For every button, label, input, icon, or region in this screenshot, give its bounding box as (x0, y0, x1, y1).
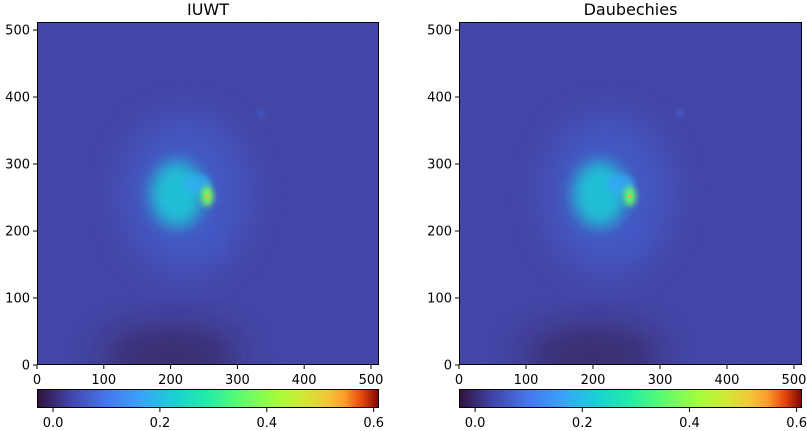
y-tick-label: 500 (5, 24, 30, 39)
colorbar-tick-label: 0.0 (465, 416, 486, 431)
x-tick-label: 0 (33, 373, 41, 388)
x-tick-label: 300 (648, 373, 673, 388)
y-tick-label: 200 (427, 225, 452, 240)
y-tick-label: 0 (22, 359, 30, 374)
y-tick-label: 400 (427, 91, 452, 106)
colorbar-gradient (459, 389, 802, 408)
x-tick-label: 400 (292, 373, 317, 388)
heatmap-image (459, 22, 802, 365)
colorbar-frame (459, 389, 802, 408)
x-tick-label: 100 (91, 373, 116, 388)
x-tick-label: 200 (581, 373, 606, 388)
dark-region (523, 326, 663, 365)
axes-frame (37, 22, 379, 365)
lower-filament (205, 219, 224, 256)
peak-pixel (628, 194, 632, 198)
x-tick-label: 500 (782, 373, 807, 388)
chart-title: Daubechies (584, 0, 678, 19)
panel-daubechies: Daubechies 0 100 200 300 400 500 0 100 200 300 400 5… (427, 0, 807, 431)
heatmap-image (37, 22, 379, 365)
y-tick-label: 100 (427, 292, 452, 307)
colorbar: 0.0 0.2 0.4 0.6 (459, 389, 807, 431)
x-tick-label: 500 (359, 373, 384, 388)
x-tick-label: 400 (715, 373, 740, 388)
colorbar-frame (37, 389, 379, 408)
dark-region (100, 326, 241, 365)
colorbar-tick-label: 0.6 (363, 416, 384, 431)
peak-pixel (205, 194, 209, 198)
y-tick-label: 400 (5, 91, 30, 106)
colorbar-tick-label: 0.6 (786, 416, 807, 431)
lower-filament (627, 219, 646, 256)
y-tick-label: 100 (5, 292, 30, 307)
compact-source (677, 110, 684, 117)
colorbar-tick-label: 0.0 (43, 416, 64, 431)
x-tick-label: 100 (514, 373, 539, 388)
y-tick-label: 200 (5, 225, 30, 240)
x-tick-label: 200 (158, 373, 183, 388)
y-tick-label: 300 (5, 158, 30, 173)
y-tick-label: 300 (427, 158, 452, 173)
axes-frame (459, 22, 802, 365)
y-tick-label: 500 (427, 24, 452, 39)
x-tick-label: 300 (225, 373, 250, 388)
colorbar-tick-label: 0.4 (256, 416, 277, 431)
chart-title: IUWT (187, 0, 229, 19)
colorbar-tick-label: 0.2 (572, 416, 593, 431)
y-tick-label: 0 (444, 359, 452, 374)
colorbar-tick-label: 0.2 (150, 416, 171, 431)
core-region (572, 161, 627, 228)
compact-source (257, 110, 264, 117)
core-region (150, 161, 205, 228)
x-tick-label: 0 (455, 373, 463, 388)
colorbar-tick-label: 0.4 (679, 416, 700, 431)
colorbar: 0.0 0.2 0.4 0.6 (37, 389, 384, 431)
colorbar-gradient (37, 389, 379, 408)
